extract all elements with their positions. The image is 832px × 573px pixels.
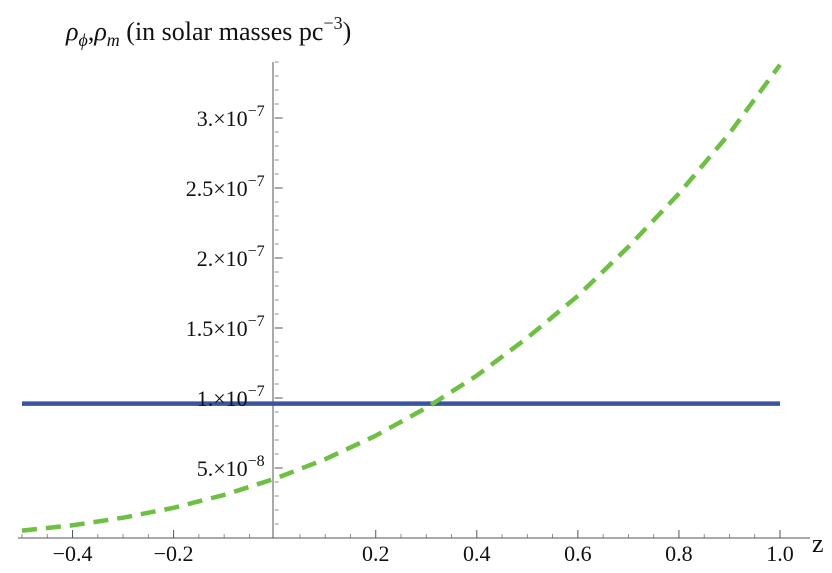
x-tick-label: −0.4 (53, 541, 93, 566)
x-tick-label: 0.8 (665, 541, 693, 566)
y-tick-label: 2.5×10−7 (186, 173, 265, 201)
y-axis-label: ρϕ,ρm (in solar masses pc−3) (65, 13, 351, 50)
x-tick-label: 0.2 (362, 541, 390, 566)
x-tick-label: 0.4 (463, 541, 491, 566)
x-tick-label: 0.6 (564, 541, 592, 566)
series-dashed-line (21, 63, 782, 533)
tick-marks (21, 61, 781, 538)
y-tick-label: 3.×10−7 (197, 103, 265, 131)
y-tick-label: 5.×10−8 (197, 453, 265, 481)
y-tick-label: 1.5×10−7 (186, 313, 265, 341)
x-tick-label: −0.2 (154, 541, 194, 566)
x-axis-label: z (812, 529, 824, 558)
y-tick-label: 1.×10−7 (197, 383, 265, 411)
x-tick-label: 1.0 (766, 541, 794, 566)
y-tick-label: 2.×10−7 (197, 243, 265, 271)
